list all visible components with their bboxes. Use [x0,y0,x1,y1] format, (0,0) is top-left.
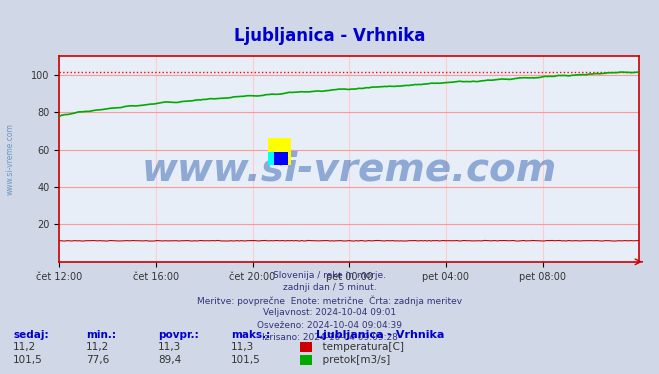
Text: pretok[m3/s]: pretok[m3/s] [316,355,391,365]
Text: 101,5: 101,5 [13,355,43,365]
Text: Ljubljanica - Vrhnika: Ljubljanica - Vrhnika [316,331,445,340]
Text: Ljubljanica - Vrhnika: Ljubljanica - Vrhnika [234,27,425,45]
Text: Veljavnost: 2024-10-04 09:01: Veljavnost: 2024-10-04 09:01 [263,308,396,317]
Text: 11,2: 11,2 [13,342,36,352]
Text: www.si-vreme.com: www.si-vreme.com [5,123,14,195]
Text: povpr.:: povpr.: [158,331,199,340]
Text: Slovenija / reke in morje.: Slovenija / reke in morje. [273,271,386,280]
Text: maks.:: maks.: [231,331,270,340]
Text: www.si-vreme.com: www.si-vreme.com [142,150,557,188]
Text: min.:: min.: [86,331,116,340]
Text: 89,4: 89,4 [158,355,181,365]
FancyBboxPatch shape [268,138,291,165]
Text: Meritve: povprečne  Enote: metrične  Črta: zadnja meritev: Meritve: povprečne Enote: metrične Črta:… [197,296,462,306]
Text: temperatura[C]: temperatura[C] [316,342,405,352]
Text: 77,6: 77,6 [86,355,109,365]
FancyBboxPatch shape [268,152,283,165]
Text: 11,2: 11,2 [86,342,109,352]
Text: Izrisano: 2024-10-04 09:09:28: Izrisano: 2024-10-04 09:09:28 [262,333,397,342]
Text: 11,3: 11,3 [158,342,181,352]
Text: Osveženo: 2024-10-04 09:04:39: Osveženo: 2024-10-04 09:04:39 [257,321,402,329]
FancyBboxPatch shape [274,152,289,165]
Text: 11,3: 11,3 [231,342,254,352]
Text: zadnji dan / 5 minut.: zadnji dan / 5 minut. [283,283,376,292]
Text: sedaj:: sedaj: [13,331,49,340]
Text: 101,5: 101,5 [231,355,260,365]
